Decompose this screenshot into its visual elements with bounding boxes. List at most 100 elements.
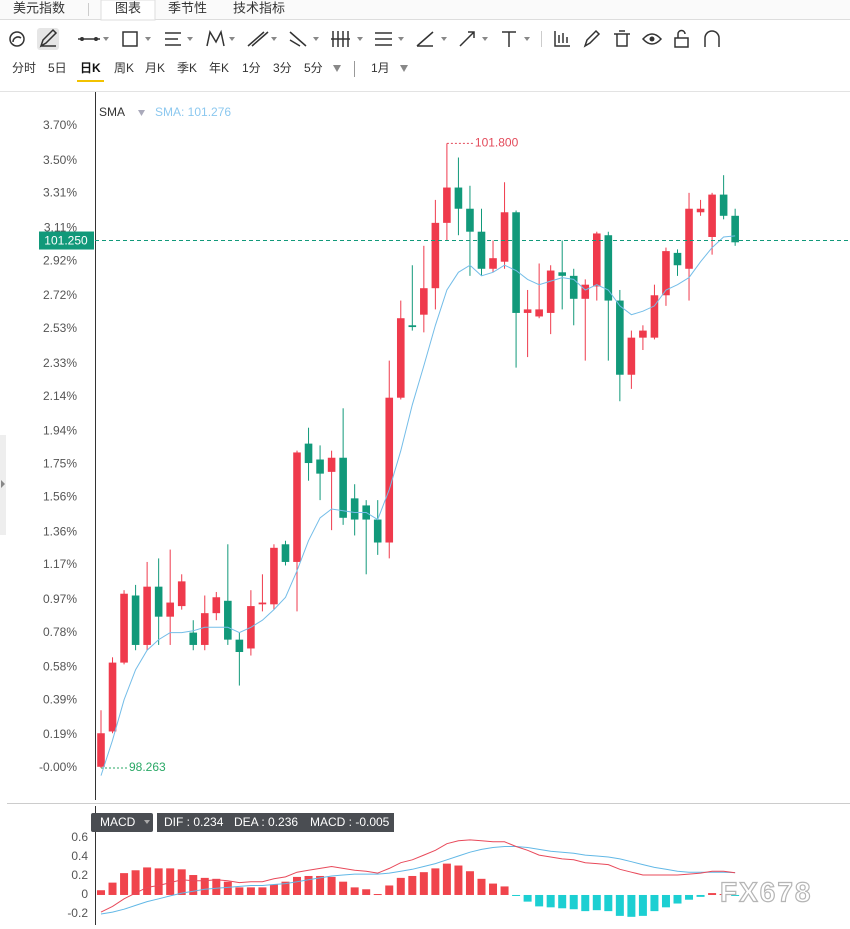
macd-bar <box>154 868 163 895</box>
macd-bar <box>362 889 371 895</box>
candle-body <box>592 233 601 287</box>
dif-line <box>100 839 736 913</box>
y-tick-label: 1.17% <box>43 557 77 571</box>
macd-legend-macd: MACD : -0.005 <box>310 815 390 829</box>
period[interactable]: 分时 <box>12 61 36 75</box>
tool-icon[interactable] <box>674 29 689 48</box>
macd-label: MACD <box>100 815 136 829</box>
indicator-arrow[interactable] <box>138 110 145 116</box>
period[interactable]: 季K <box>177 61 197 75</box>
macd-bar <box>177 869 186 895</box>
candle-body <box>696 208 705 213</box>
y-tick-label: 1.75% <box>43 456 77 470</box>
macd-bar <box>373 894 382 896</box>
candle-body <box>420 288 428 315</box>
candle-body <box>500 212 509 262</box>
period[interactable]: 5日 <box>48 61 67 75</box>
tool-icon[interactable] <box>416 31 434 47</box>
tool-icon[interactable] <box>502 31 516 47</box>
macd-bar <box>546 894 555 908</box>
macd-bar <box>558 894 567 909</box>
candle-body <box>523 309 532 313</box>
tool-icon[interactable] <box>554 31 570 47</box>
y-tick-label: 3.50% <box>43 153 77 167</box>
candle-body <box>581 284 590 299</box>
tool-icon[interactable] <box>614 30 630 47</box>
macd-bar <box>131 870 140 895</box>
tool-icon[interactable] <box>9 31 25 47</box>
candle-body <box>673 252 682 266</box>
tab[interactable]: 美元指数 <box>13 0 65 15</box>
toolbar <box>9 28 720 50</box>
tool-icon[interactable] <box>122 31 138 47</box>
tab[interactable]: 图表 <box>115 0 141 15</box>
macd-y-tick-label: 0.2 <box>71 868 88 882</box>
period[interactable]: 1月 <box>371 61 390 75</box>
candle-body <box>350 498 359 520</box>
period[interactable]: 周K <box>114 61 134 75</box>
tool-icon[interactable] <box>641 33 663 45</box>
y-tick-label: 2.33% <box>43 356 77 370</box>
candle-body <box>258 602 267 605</box>
period-more-arrow[interactable] <box>333 65 341 72</box>
tool-icon[interactable] <box>459 31 475 47</box>
y-tick-label: 1.56% <box>43 489 77 503</box>
macd-label-bg[interactable] <box>91 813 153 832</box>
candle-body <box>546 270 555 313</box>
tool-icon[interactable] <box>206 29 225 47</box>
candle-body <box>154 586 163 617</box>
period[interactable]: 1分 <box>242 61 261 75</box>
macd-bar <box>454 865 463 895</box>
macd-bar <box>97 890 105 895</box>
tab[interactable]: 季节性 <box>168 0 207 15</box>
macd-bar <box>143 867 152 895</box>
candle-body <box>685 208 693 269</box>
candle-body <box>189 632 198 645</box>
period[interactable]: 5分 <box>304 61 323 75</box>
macd-y-tick-label: 0.4 <box>71 849 88 863</box>
candle-body <box>270 547 278 605</box>
candle-body <box>512 212 520 313</box>
candle-body <box>650 295 659 338</box>
tool-icon[interactable] <box>39 28 58 48</box>
tool-icon[interactable] <box>165 32 181 46</box>
tool-icon[interactable] <box>375 32 392 46</box>
y-tick-label: 1.36% <box>43 524 77 538</box>
tool-icon[interactable] <box>289 31 307 47</box>
period[interactable]: 日K <box>80 61 101 75</box>
macd-bar <box>316 875 325 895</box>
tool-icon[interactable] <box>704 30 720 47</box>
candle-body <box>616 300 624 375</box>
indicator-value: SMA: 101.276 <box>155 105 231 119</box>
macd-y-tick-label: -0.2 <box>67 906 88 920</box>
macd-bar <box>465 871 474 895</box>
tab-bar <box>0 0 850 19</box>
macd-bar <box>269 884 278 895</box>
y-tick-label: 0.19% <box>43 727 77 741</box>
period[interactable]: 年K <box>209 61 229 75</box>
macd-bar <box>442 863 451 895</box>
period[interactable]: 月K <box>145 61 165 75</box>
macd-bar <box>223 881 232 895</box>
macd-bar <box>189 875 198 895</box>
range-arrow[interactable] <box>400 65 408 72</box>
candle-body <box>708 194 716 237</box>
candle-body <box>212 597 221 614</box>
macd-bar <box>489 883 498 895</box>
y-tick-label: 1.94% <box>43 424 77 438</box>
macd-bar <box>477 878 486 895</box>
macd-y-tick-label: 0.6 <box>71 830 88 844</box>
macd-bar <box>339 881 348 895</box>
macd-bar <box>696 894 705 897</box>
tool-icon[interactable] <box>78 37 100 41</box>
macd-legend-bg <box>157 813 394 832</box>
y-tick-label: 0.97% <box>43 592 77 606</box>
tool-icon[interactable] <box>331 31 350 47</box>
y-tick-label: 3.31% <box>43 186 77 200</box>
tool-icon[interactable] <box>247 31 269 47</box>
macd-bar <box>304 875 313 895</box>
period[interactable]: 3分 <box>273 61 292 75</box>
tab[interactable]: 技术指标 <box>233 0 285 15</box>
tool-icon[interactable] <box>583 29 601 48</box>
candle-body <box>120 593 128 663</box>
